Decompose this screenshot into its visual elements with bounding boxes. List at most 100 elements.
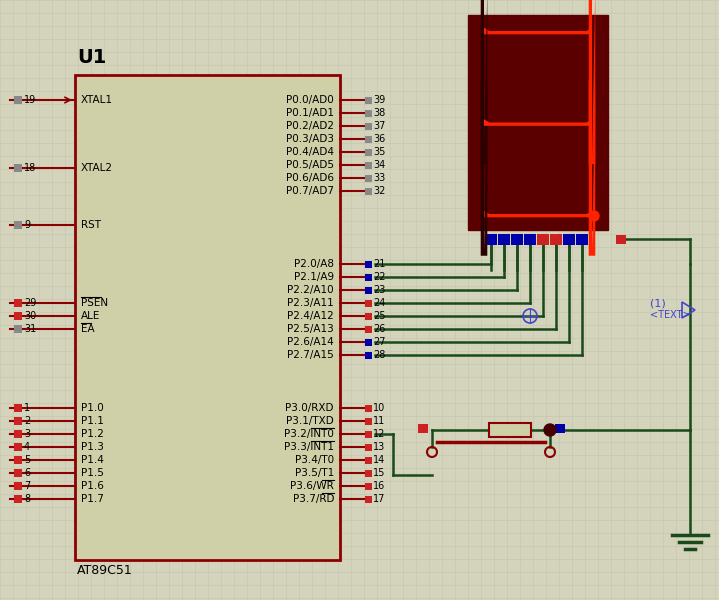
Polygon shape <box>589 81 595 256</box>
Bar <box>14 417 22 425</box>
Bar <box>365 326 372 333</box>
Bar <box>498 234 510 245</box>
Bar <box>563 234 575 245</box>
Text: 28: 28 <box>373 350 385 360</box>
Text: 21: 21 <box>373 259 385 269</box>
Bar <box>365 110 372 117</box>
Bar <box>14 221 22 229</box>
Text: 27: 27 <box>373 337 385 347</box>
Text: U1: U1 <box>77 48 106 67</box>
Bar <box>468 15 608 230</box>
Bar <box>14 456 22 464</box>
Text: 10: 10 <box>373 403 385 413</box>
Text: 9: 9 <box>24 220 30 230</box>
Text: 8: 8 <box>24 494 30 504</box>
Text: P2.4/A12: P2.4/A12 <box>288 311 334 321</box>
Bar <box>365 162 372 169</box>
Bar <box>365 261 372 268</box>
Bar <box>365 175 372 182</box>
Text: P1.0: P1.0 <box>81 403 104 413</box>
Polygon shape <box>589 0 595 164</box>
Text: P0.5/AD5: P0.5/AD5 <box>286 160 334 170</box>
Polygon shape <box>481 81 487 256</box>
Text: 17: 17 <box>373 494 385 504</box>
Text: (1): (1) <box>650 298 666 308</box>
Text: P1.2: P1.2 <box>81 429 104 439</box>
Text: 36: 36 <box>373 134 385 144</box>
Bar <box>365 418 372 425</box>
Text: P0.1/AD1: P0.1/AD1 <box>286 108 334 118</box>
Circle shape <box>589 211 599 221</box>
Text: 19: 19 <box>24 95 36 105</box>
Text: P3.1/TXD: P3.1/TXD <box>286 416 334 426</box>
Text: P3.0/RXD: P3.0/RXD <box>285 403 334 413</box>
Bar <box>365 97 372 104</box>
Text: P3.6/WR: P3.6/WR <box>290 481 334 491</box>
Text: P3.7/RD: P3.7/RD <box>293 494 334 504</box>
Bar <box>511 234 523 245</box>
Bar <box>14 312 22 320</box>
Text: 2: 2 <box>24 416 30 426</box>
Text: ALE: ALE <box>81 311 101 321</box>
Text: EA: EA <box>81 324 95 334</box>
Text: P3.5/T1: P3.5/T1 <box>295 468 334 478</box>
Text: PSEN: PSEN <box>81 298 108 308</box>
Bar <box>365 457 372 464</box>
Text: XTAL1: XTAL1 <box>81 95 113 105</box>
Polygon shape <box>484 28 592 34</box>
Bar <box>14 430 22 438</box>
Bar <box>365 123 372 130</box>
Text: 3: 3 <box>24 429 30 439</box>
Text: P0.7/AD7: P0.7/AD7 <box>286 186 334 196</box>
Text: 13: 13 <box>373 442 385 452</box>
Polygon shape <box>484 211 592 217</box>
Bar <box>365 496 372 503</box>
Text: P1.5: P1.5 <box>81 468 104 478</box>
Bar <box>485 234 497 245</box>
Text: P3.4/T0: P3.4/T0 <box>295 455 334 465</box>
Bar <box>14 495 22 503</box>
Bar <box>14 325 22 333</box>
Bar <box>14 96 22 104</box>
Text: 14: 14 <box>373 455 385 465</box>
Text: 26: 26 <box>373 324 385 334</box>
Bar <box>365 274 372 281</box>
Text: 11: 11 <box>373 416 385 426</box>
Text: 35: 35 <box>373 147 385 157</box>
Text: P1.7: P1.7 <box>81 494 104 504</box>
Text: P1.6: P1.6 <box>81 481 104 491</box>
Bar <box>489 423 531 437</box>
Bar <box>14 404 22 412</box>
Bar <box>365 483 372 490</box>
Text: 37: 37 <box>373 121 385 131</box>
Text: 6: 6 <box>24 468 30 478</box>
Bar <box>365 136 372 143</box>
Bar <box>365 149 372 156</box>
Bar <box>14 164 22 172</box>
Bar <box>524 234 536 245</box>
Text: 31: 31 <box>24 324 36 334</box>
Text: RST: RST <box>81 220 101 230</box>
Bar <box>14 469 22 477</box>
Bar <box>365 405 372 412</box>
Text: P0.3/AD3: P0.3/AD3 <box>286 134 334 144</box>
Text: 39: 39 <box>373 95 385 105</box>
Text: P1.3: P1.3 <box>81 442 104 452</box>
Bar <box>555 424 565 433</box>
Text: 29: 29 <box>24 298 37 308</box>
Text: 16: 16 <box>373 481 385 491</box>
Bar <box>550 234 562 245</box>
Text: AT89C51: AT89C51 <box>77 564 133 577</box>
Bar <box>365 431 372 438</box>
Text: 7: 7 <box>24 481 30 491</box>
Bar <box>537 234 549 245</box>
Text: P2.1/A9: P2.1/A9 <box>294 272 334 282</box>
Bar <box>576 234 588 245</box>
Bar <box>365 444 372 451</box>
Text: 33: 33 <box>373 173 385 183</box>
Text: P3.3/INT1: P3.3/INT1 <box>284 442 334 452</box>
Text: 24: 24 <box>373 298 385 308</box>
Bar <box>365 470 372 477</box>
Bar <box>75 75 340 560</box>
Text: 22: 22 <box>373 272 385 282</box>
